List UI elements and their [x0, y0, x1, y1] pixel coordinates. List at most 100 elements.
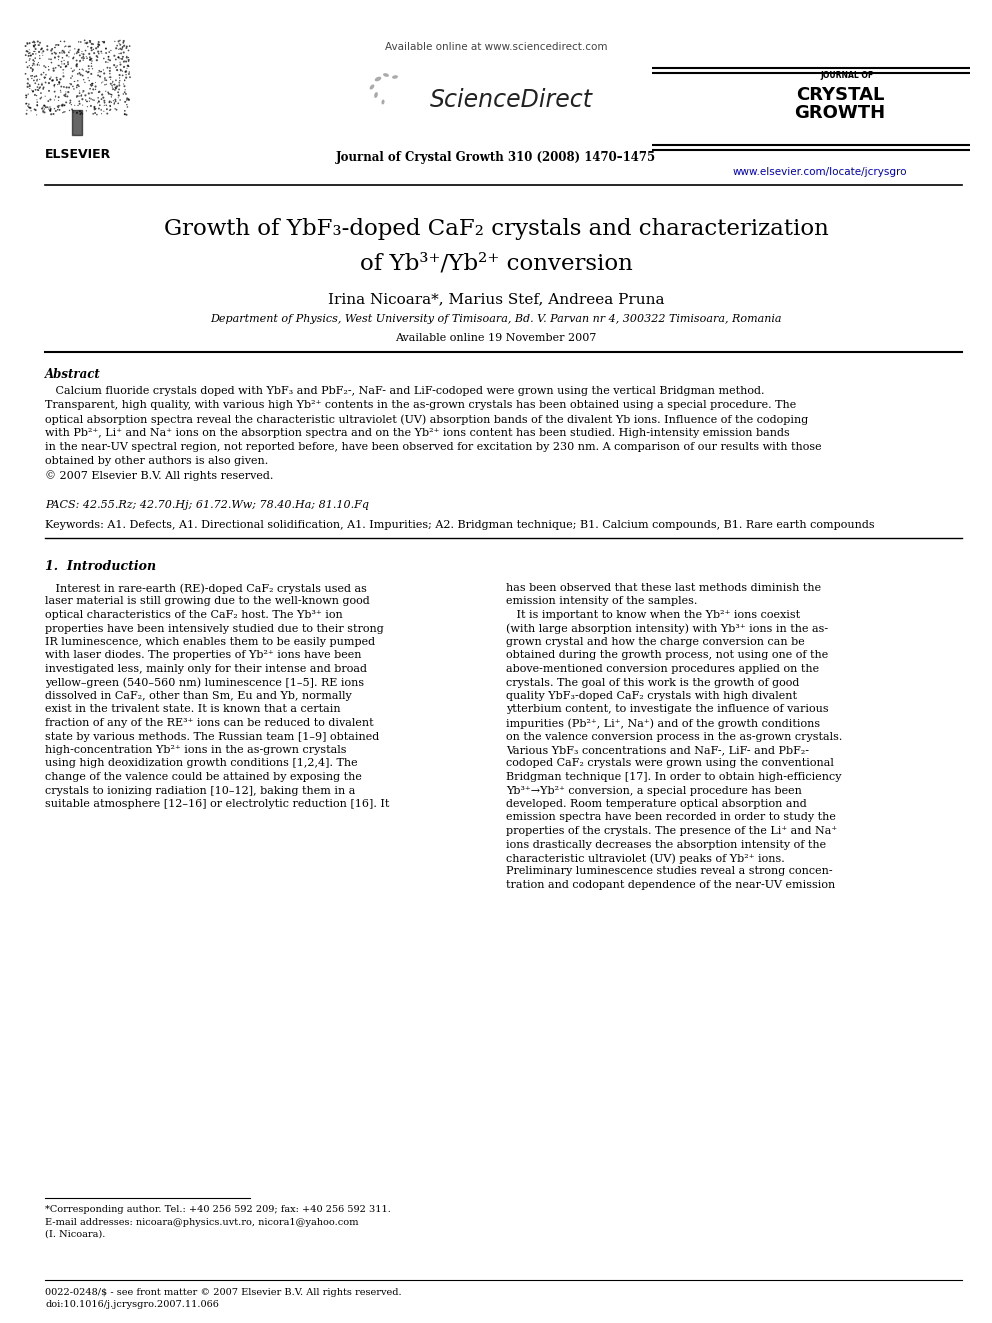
Ellipse shape — [382, 99, 385, 105]
Point — [36, 101, 52, 122]
Point — [87, 71, 103, 93]
Point — [28, 99, 44, 120]
Text: fraction of any of the RE³⁺ ions can be reduced to divalent: fraction of any of the RE³⁺ ions can be … — [45, 718, 374, 728]
Point — [103, 91, 119, 112]
Text: developed. Room temperature optical absorption and: developed. Room temperature optical abso… — [506, 799, 806, 808]
Text: Various YbF₃ concentrations and NaF-, LiF- and PbF₂-: Various YbF₃ concentrations and NaF-, Li… — [506, 745, 809, 755]
Point — [34, 98, 50, 119]
Point — [18, 87, 34, 108]
Point — [111, 38, 127, 60]
Point — [61, 42, 76, 64]
Point — [101, 91, 117, 112]
Point — [74, 89, 90, 110]
Point — [76, 48, 92, 69]
Point — [121, 50, 137, 71]
Point — [89, 93, 105, 114]
Point — [47, 98, 62, 119]
Point — [42, 97, 58, 118]
Point — [25, 61, 41, 82]
Text: characteristic ultraviolet (UV) peaks of Yb²⁺ ions.: characteristic ultraviolet (UV) peaks of… — [506, 853, 785, 864]
Point — [107, 30, 123, 52]
Point — [63, 94, 79, 115]
Text: ions drastically decreases the absorption intensity of the: ions drastically decreases the absorptio… — [506, 840, 826, 849]
Point — [91, 98, 107, 119]
Text: E-mail addresses: nicoara@physics.uvt.ro, nicora1@yahoo.com: E-mail addresses: nicoara@physics.uvt.ro… — [45, 1218, 358, 1226]
Point — [87, 102, 103, 123]
Point — [119, 46, 135, 67]
Ellipse shape — [370, 85, 374, 90]
Point — [36, 41, 52, 62]
Point — [103, 40, 119, 61]
Text: doi:10.1016/j.jcrysgro.2007.11.066: doi:10.1016/j.jcrysgro.2007.11.066 — [45, 1301, 219, 1308]
Point — [21, 42, 37, 64]
Point — [65, 102, 81, 123]
Point — [62, 90, 78, 111]
Point — [22, 40, 38, 61]
Point — [118, 67, 134, 89]
Point — [77, 32, 93, 53]
Point — [37, 98, 53, 119]
Text: tration and codopant dependence of the near-UV emission: tration and codopant dependence of the n… — [506, 880, 835, 890]
Point — [108, 37, 124, 58]
Point — [63, 58, 79, 79]
Text: crystals to ionizing radiation [10–12], baking them in a: crystals to ionizing radiation [10–12], … — [45, 786, 355, 795]
Point — [116, 42, 132, 64]
Text: dissolved in CaF₂, other than Sm, Eu and Yb, normally: dissolved in CaF₂, other than Sm, Eu and… — [45, 691, 352, 701]
Point — [68, 54, 84, 75]
Point — [25, 81, 41, 102]
Point — [83, 89, 99, 110]
Point — [34, 38, 50, 60]
Point — [64, 99, 80, 120]
Point — [33, 87, 49, 108]
Point — [66, 38, 82, 60]
Point — [114, 61, 130, 82]
Point — [78, 33, 94, 54]
Point — [116, 75, 132, 97]
Point — [53, 79, 68, 101]
Point — [20, 69, 36, 90]
Point — [80, 61, 96, 82]
Point — [84, 82, 100, 103]
Point — [71, 93, 87, 114]
Text: CRYSTAL: CRYSTAL — [796, 86, 884, 105]
Point — [94, 85, 110, 106]
Point — [122, 36, 138, 57]
Point — [22, 78, 38, 99]
Text: IR luminescence, which enables them to be easily pumped: IR luminescence, which enables them to b… — [45, 636, 375, 647]
Point — [93, 103, 109, 124]
Point — [30, 91, 46, 112]
Point — [22, 42, 38, 64]
Point — [42, 69, 58, 90]
Point — [85, 33, 101, 54]
Point — [47, 77, 62, 98]
Point — [70, 95, 86, 116]
Point — [96, 64, 112, 85]
Point — [84, 73, 100, 94]
Point — [101, 41, 117, 62]
Text: high-concentration Yb²⁺ ions in the as-grown crystals: high-concentration Yb²⁺ ions in the as-g… — [45, 745, 346, 755]
Point — [94, 42, 110, 64]
Point — [77, 90, 93, 111]
Point — [83, 82, 99, 103]
Point — [23, 65, 39, 86]
Point — [29, 94, 45, 115]
Point — [102, 91, 118, 112]
Point — [87, 98, 103, 119]
Point — [119, 58, 135, 79]
Point — [71, 91, 87, 112]
Point — [97, 74, 113, 95]
Point — [107, 77, 123, 98]
Point — [24, 79, 40, 101]
Text: 1.  Introduction: 1. Introduction — [45, 560, 156, 573]
Point — [77, 40, 93, 61]
Point — [121, 40, 137, 61]
Point — [57, 36, 72, 57]
Text: on the valence conversion process in the as-grown crystals.: on the valence conversion process in the… — [506, 732, 842, 741]
Point — [62, 93, 77, 114]
Point — [46, 60, 62, 81]
Point — [55, 40, 70, 61]
Point — [83, 95, 99, 116]
Point — [92, 61, 108, 82]
Point — [90, 87, 106, 108]
Point — [113, 60, 129, 81]
